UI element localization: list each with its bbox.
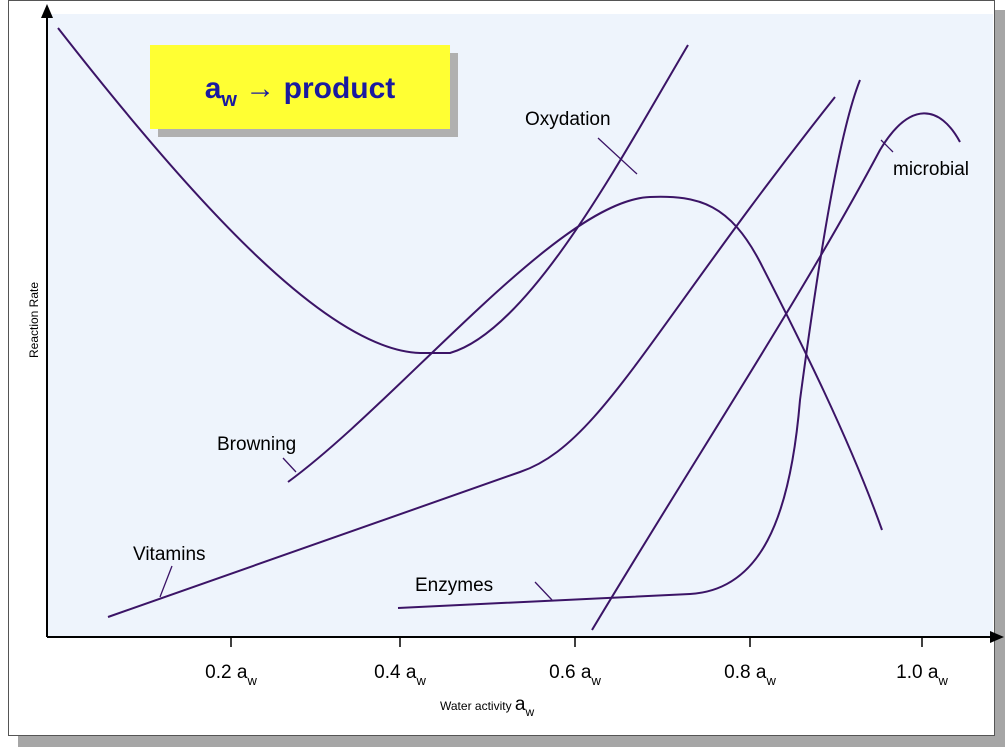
title-rest: → product — [237, 72, 395, 105]
enzymes-curve — [397, 79, 861, 609]
tick-text: 1.0 a — [896, 662, 939, 683]
x-axis-arrow — [990, 631, 1004, 643]
oxydation-curve — [57, 27, 689, 354]
leader-line — [282, 457, 297, 473]
shadow — [995, 10, 1005, 747]
leader-line — [534, 581, 553, 601]
x-tick-label: 0.6 aw — [549, 662, 601, 688]
leader-line — [159, 565, 173, 598]
title-box — [150, 45, 450, 129]
curve-label: Vitamins — [133, 544, 206, 565]
curve-label: microbial — [893, 159, 969, 180]
vitamins-curve — [107, 96, 836, 618]
leader-line — [880, 139, 894, 153]
tick-text: 0.4 a — [374, 662, 417, 683]
y-axis-label: Reaction Rate — [27, 282, 41, 358]
x-label-text: Water activity — [440, 699, 515, 713]
browning-curve — [287, 195, 883, 531]
curve-label: Oxydation — [525, 109, 611, 130]
x-tick-label: 1.0 aw — [896, 662, 948, 688]
x-label-sub: w — [524, 705, 534, 719]
x-ticks — [230, 637, 923, 647]
title-sub: w — [220, 89, 237, 111]
tick-sub: w — [590, 673, 601, 688]
x-tick-label: 0.4 aw — [374, 662, 426, 688]
tick-text: 0.8 a — [724, 662, 767, 683]
curve-label: Browning — [217, 434, 296, 455]
shadow — [18, 736, 1005, 747]
x-axis-label: Water activity aw — [440, 694, 534, 719]
y-axis-arrow — [41, 4, 53, 18]
x-tick-labels: 0.2 aw 0.4 aw 0.6 aw 0.8 aw 1.0 aw — [205, 662, 948, 688]
tick-text: 0.2 a — [205, 662, 248, 683]
tick-sub: w — [765, 673, 776, 688]
curve-label: Enzymes — [415, 575, 493, 596]
x-tick-label: 0.8 aw — [724, 662, 776, 688]
x-tick-label: 0.2 aw — [205, 662, 257, 688]
leader-line — [597, 137, 638, 175]
microbial-curve — [591, 112, 961, 631]
tick-text: 0.6 a — [549, 662, 592, 683]
tick-sub: w — [415, 673, 426, 688]
tick-sub: w — [246, 673, 257, 688]
tick-sub: w — [937, 673, 948, 688]
title: aw → product — [205, 72, 396, 111]
x-label-symbol: a — [515, 694, 526, 715]
title-main: a — [205, 72, 222, 105]
